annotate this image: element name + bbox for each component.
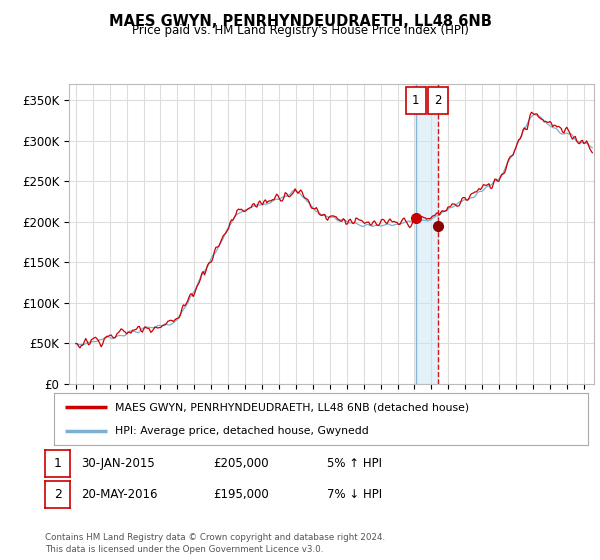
Text: MAES GWYN, PENRHYNDEUDRAETH, LL48 6NB: MAES GWYN, PENRHYNDEUDRAETH, LL48 6NB — [109, 14, 491, 29]
Text: HPI: Average price, detached house, Gwynedd: HPI: Average price, detached house, Gwyn… — [115, 426, 369, 436]
Text: £195,000: £195,000 — [213, 488, 269, 501]
Text: 30-JAN-2015: 30-JAN-2015 — [81, 457, 155, 470]
Bar — [406, 87, 426, 114]
Text: Contains HM Land Registry data © Crown copyright and database right 2024.
This d: Contains HM Land Registry data © Crown c… — [45, 533, 385, 554]
Bar — [428, 87, 448, 114]
Text: 7% ↓ HPI: 7% ↓ HPI — [327, 488, 382, 501]
Text: MAES GWYN, PENRHYNDEUDRAETH, LL48 6NB (detached house): MAES GWYN, PENRHYNDEUDRAETH, LL48 6NB (d… — [115, 402, 470, 412]
Text: 1: 1 — [412, 94, 419, 107]
Bar — [416, 84, 438, 384]
Text: £205,000: £205,000 — [213, 457, 269, 470]
Text: 2: 2 — [53, 488, 62, 501]
Text: 5% ↑ HPI: 5% ↑ HPI — [327, 457, 382, 470]
Text: 2: 2 — [434, 94, 442, 107]
Text: Price paid vs. HM Land Registry's House Price Index (HPI): Price paid vs. HM Land Registry's House … — [131, 24, 469, 37]
Text: 1: 1 — [53, 457, 62, 470]
Text: 20-MAY-2016: 20-MAY-2016 — [81, 488, 157, 501]
